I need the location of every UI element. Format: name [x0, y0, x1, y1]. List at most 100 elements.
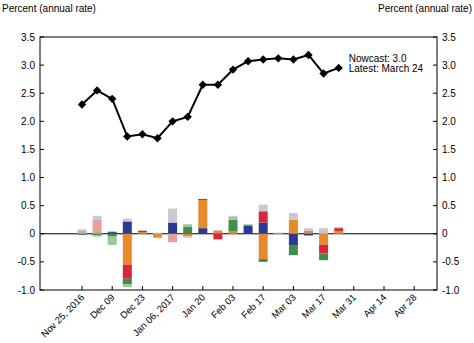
bar-segment — [108, 232, 117, 233]
bar-segment — [93, 220, 102, 234]
bar-segment — [334, 228, 343, 229]
bar-segment — [123, 284, 132, 287]
bar-segment — [334, 231, 343, 234]
y-axis-title: Percent (annual rate) — [2, 3, 96, 14]
marker — [304, 51, 312, 59]
x-tick — [384, 286, 385, 290]
marker — [138, 130, 146, 138]
y-tick — [40, 149, 44, 150]
y2-tick-label: 0 — [442, 228, 448, 239]
bar-segment — [304, 234, 313, 236]
bar-segment — [289, 234, 298, 245]
marker — [319, 69, 327, 77]
y-tick-label: 2.5 — [21, 88, 35, 99]
bar-segment — [289, 213, 298, 220]
bar-segment — [274, 232, 283, 233]
bar-segment — [198, 228, 207, 234]
y2-tick — [433, 65, 437, 66]
x-tick — [233, 286, 234, 290]
bar-segment — [244, 224, 253, 225]
marker — [229, 65, 237, 73]
bar-segment — [289, 220, 298, 234]
y-tick-label: -1.0 — [18, 285, 36, 296]
bar-segment — [334, 227, 343, 228]
bar-segment — [153, 233, 162, 234]
bar-segment — [213, 234, 222, 240]
bar-segment — [108, 234, 117, 237]
bar-segment — [244, 225, 253, 226]
x-tick-label: Jan 20 — [179, 292, 207, 320]
marker — [123, 132, 131, 140]
bar-segment — [78, 231, 87, 234]
marker — [259, 55, 267, 63]
x-tick — [353, 286, 354, 290]
plot-marks — [40, 51, 437, 287]
x-tick-label: Nov 25, 2016 — [39, 292, 87, 340]
y2-tick — [433, 93, 437, 94]
x-tick — [172, 286, 173, 290]
bar-segment — [304, 228, 313, 231]
x-tick — [202, 286, 203, 290]
bar-segment — [183, 234, 192, 237]
y-tick-label: 0 — [29, 228, 35, 239]
bar-segment — [198, 198, 207, 199]
y2-tick-label: 1.5 — [442, 144, 456, 155]
bar-segment — [123, 234, 132, 265]
bar-segment — [78, 234, 87, 235]
bar-segment — [259, 211, 268, 222]
y2-tick-label: -1.0 — [442, 285, 460, 296]
bar-segment — [229, 216, 238, 217]
marker — [289, 55, 297, 63]
y-tick — [40, 205, 44, 206]
x-tick-label: Feb 17 — [239, 292, 268, 321]
marker — [214, 81, 222, 89]
bar-segment — [198, 199, 207, 200]
bar-segment — [198, 198, 207, 199]
x-tick-label: Apr 28 — [391, 292, 419, 320]
bar-segment — [138, 230, 147, 231]
bar-segment — [183, 237, 192, 238]
marker — [199, 81, 207, 89]
y-tick — [40, 37, 44, 38]
bar-segment — [108, 232, 117, 233]
bar-segment — [138, 230, 147, 231]
y-tick-label: -0.5 — [18, 256, 36, 267]
x-tick-label: Mar 03 — [269, 292, 298, 321]
bar-segment — [334, 228, 343, 229]
y2-tick-label: 3.5 — [442, 32, 456, 43]
bar-segment — [319, 228, 328, 234]
bar-segment — [274, 232, 283, 233]
bar-segment — [244, 225, 253, 226]
bar-segment — [198, 198, 207, 199]
y2-tick-label: 0.5 — [442, 200, 456, 211]
marker — [108, 95, 116, 103]
marker — [93, 86, 101, 94]
x-tick-label: Dec 23 — [118, 292, 147, 321]
bar-segment — [153, 233, 162, 234]
bar-segment — [93, 216, 102, 220]
bar-segment — [198, 200, 207, 228]
bar-segment — [123, 265, 132, 279]
bar-segment — [138, 232, 147, 234]
bar-segment — [244, 225, 253, 226]
marker — [153, 134, 161, 142]
x-tick — [112, 286, 113, 290]
y2-tick — [433, 290, 437, 291]
bar-segment — [259, 259, 268, 262]
y-tick — [40, 177, 44, 178]
y2-tick — [433, 121, 437, 122]
bar-segment — [274, 233, 283, 234]
bar-segment — [168, 208, 177, 222]
x-tick-label: Mar 17 — [299, 292, 328, 321]
y-tick-label: 2.0 — [21, 116, 35, 127]
plot-frame — [40, 37, 437, 290]
bar-segment — [183, 224, 192, 227]
y2-tick — [433, 37, 437, 38]
bar-segment — [259, 234, 268, 259]
bar-segment — [334, 228, 343, 229]
x-tick-label: Jan 06, 2017 — [130, 292, 177, 339]
x-tick — [323, 286, 324, 290]
y2-tick-label: 2.5 — [442, 88, 456, 99]
marker — [168, 117, 176, 125]
bar-segment — [213, 230, 222, 231]
